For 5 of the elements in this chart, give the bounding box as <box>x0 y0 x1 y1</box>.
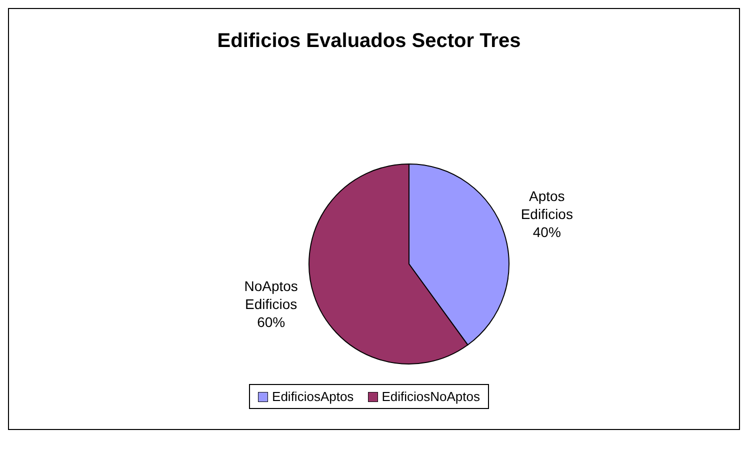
data-label: Aptos Edificios 40% <box>520 188 573 240</box>
chart-title: Edificios Evaluados Sector Tres <box>217 30 521 52</box>
legend-label: EdificiosAptos <box>271 389 354 404</box>
legend-label: EdificiosNoAptos <box>380 389 480 404</box>
data-label: NoAptos Edificios 60% <box>244 278 298 330</box>
